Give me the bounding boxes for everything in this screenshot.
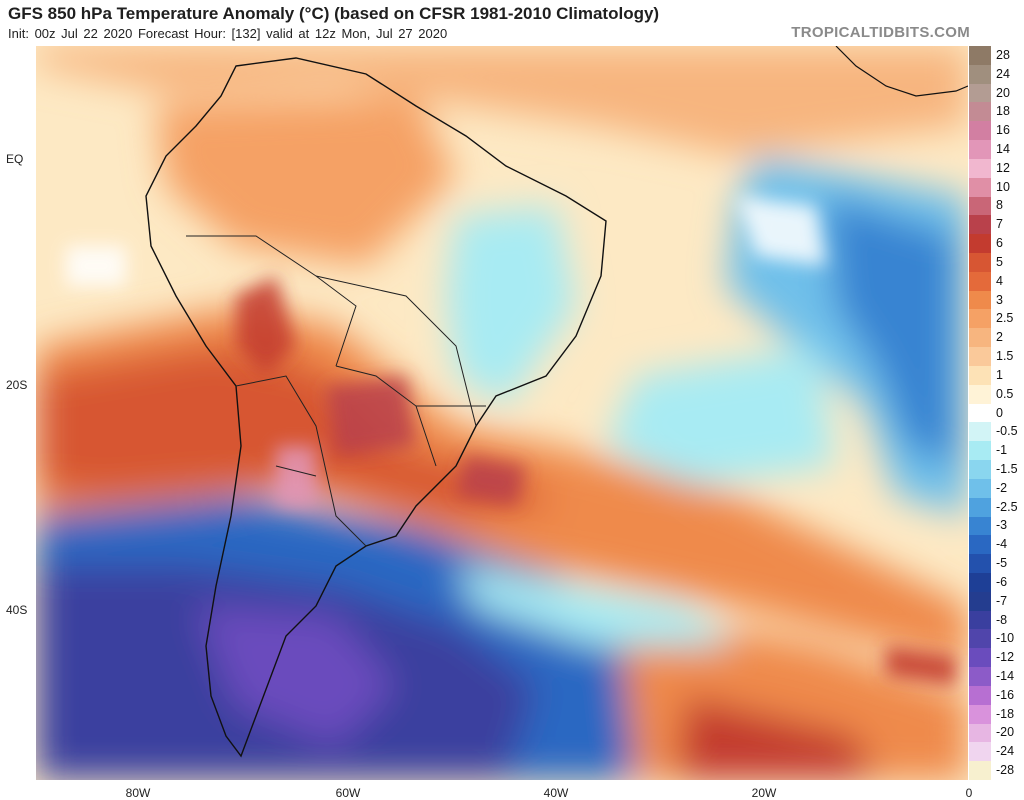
africa-outline bbox=[835, 46, 968, 97]
colorbar-cell bbox=[969, 328, 991, 348]
colorbar-label: -24 bbox=[996, 744, 1015, 759]
colorbar-cell bbox=[969, 215, 991, 235]
chart-title: GFS 850 hPa Temperature Anomaly (°C) (ba… bbox=[8, 4, 660, 23]
colorbar-label: -18 bbox=[996, 706, 1015, 721]
colorbar-cell bbox=[969, 46, 991, 65]
colorbar-cell bbox=[969, 667, 991, 687]
colorbar-label: -1.5 bbox=[996, 461, 1018, 476]
colorbar-label: 14 bbox=[996, 142, 1010, 156]
colorbar-cell bbox=[969, 83, 991, 103]
country-borders bbox=[186, 235, 486, 547]
colorbar-cell bbox=[969, 158, 991, 178]
lat-label-40s: 40S bbox=[6, 603, 28, 617]
colorbar-cell bbox=[969, 177, 991, 197]
colorbar-cell bbox=[969, 648, 991, 668]
colorbar-cell bbox=[969, 516, 991, 536]
colorbar-cell bbox=[969, 347, 991, 367]
colorbar-cell bbox=[969, 723, 991, 743]
colorbar-label: -0.5 bbox=[996, 424, 1018, 439]
colorbar-label: 24 bbox=[996, 66, 1010, 81]
colorbar-label: -6 bbox=[996, 574, 1008, 589]
colorbar-label: 3 bbox=[996, 292, 1003, 307]
colorbar-cell bbox=[969, 234, 991, 254]
colorbar-cell bbox=[969, 761, 991, 781]
anomaly-detail bbox=[66, 196, 956, 686]
colorbar-label: -10 bbox=[996, 631, 1015, 646]
colorbar-cell bbox=[969, 271, 991, 291]
colorbar-label: 28 bbox=[996, 47, 1010, 62]
colorbar-label: 1.5 bbox=[996, 349, 1014, 364]
colorbar-cell bbox=[969, 384, 991, 404]
colorbar-label: -8 bbox=[996, 612, 1008, 627]
colorbar-label: 2 bbox=[996, 330, 1003, 345]
colorbar-label: 8 bbox=[996, 198, 1003, 213]
colorbar-label: -28 bbox=[996, 763, 1015, 778]
colorbar-cell bbox=[969, 704, 991, 724]
colorbar-cell bbox=[969, 629, 991, 649]
colorbar-label: 4 bbox=[996, 273, 1003, 288]
colorbar-label: -12 bbox=[996, 650, 1015, 665]
colorbar-label: 16 bbox=[996, 123, 1010, 138]
colorbar-cell bbox=[969, 441, 991, 461]
colorbar-label: 2.5 bbox=[996, 311, 1014, 326]
colorbar-cell bbox=[969, 403, 991, 423]
lon-label-60w: 60W bbox=[335, 786, 361, 800]
colorbar-label: 0.5 bbox=[996, 386, 1014, 401]
colorbar-label: 0 bbox=[996, 405, 1003, 420]
colorbar-cell bbox=[969, 422, 991, 442]
colorbar-label: 1 bbox=[996, 367, 1003, 382]
colorbar-label: -20 bbox=[996, 725, 1015, 740]
colorbar-label: -4 bbox=[996, 537, 1008, 552]
lon-label-0: 0 bbox=[965, 786, 973, 800]
anomaly-map bbox=[36, 46, 968, 780]
colorbar-cell bbox=[969, 253, 991, 273]
colorbar-label: -1 bbox=[996, 443, 1008, 458]
colorbar-cell bbox=[969, 64, 991, 84]
colorbar-label: -5 bbox=[996, 556, 1008, 571]
colorbar-cell bbox=[969, 685, 991, 705]
colorbar-label: 5 bbox=[996, 254, 1003, 269]
colorbar-cell bbox=[969, 535, 991, 555]
colorbar-cell bbox=[969, 478, 991, 498]
colorbar-cell bbox=[969, 572, 991, 592]
colorbar-cell bbox=[969, 290, 991, 310]
south-america-outline bbox=[145, 57, 607, 758]
forecast-info: Init: 00z Jul 22 2020 Forecast Hour: [13… bbox=[8, 26, 448, 41]
brand-watermark: TROPICALTIDBITS.COM bbox=[791, 24, 970, 41]
colorbar-cell bbox=[969, 121, 991, 141]
colorbar-label: 7 bbox=[996, 217, 1003, 232]
colorbar-label: -14 bbox=[996, 668, 1015, 683]
colorbar-label: 6 bbox=[996, 236, 1003, 251]
colorbar-label: 10 bbox=[996, 179, 1010, 194]
colorbar-label: -16 bbox=[996, 687, 1015, 702]
colorbar-label: 20 bbox=[996, 85, 1010, 100]
colorbar-label: -7 bbox=[996, 593, 1008, 608]
colorbar-label: 12 bbox=[996, 160, 1010, 175]
colorbar-label: -2 bbox=[996, 480, 1008, 495]
lon-label-20w: 20W bbox=[751, 786, 777, 800]
colorbar-cell bbox=[969, 591, 991, 611]
colorbar-cell bbox=[969, 309, 991, 329]
colorbar-cell bbox=[969, 497, 991, 517]
colorbar-cell bbox=[969, 610, 991, 630]
colorbar-cell bbox=[969, 102, 991, 122]
lon-label-40w: 40W bbox=[543, 786, 569, 800]
colorbar-label: -3 bbox=[996, 518, 1008, 533]
colorbar-cell bbox=[969, 140, 991, 160]
colorbar-cell bbox=[969, 196, 991, 216]
colorbar-cell bbox=[969, 742, 991, 762]
lat-label-eq: EQ bbox=[6, 152, 24, 166]
colorbar-cell bbox=[969, 554, 991, 574]
lat-label-20s: 20S bbox=[6, 378, 28, 392]
lon-label-80w: 80W bbox=[125, 786, 151, 800]
colorbar-label: -2.5 bbox=[996, 499, 1018, 514]
colorbar-label: 18 bbox=[996, 104, 1010, 119]
colorbar-cell bbox=[969, 460, 991, 480]
colorbar bbox=[969, 46, 991, 781]
colorbar-cell bbox=[969, 365, 991, 385]
